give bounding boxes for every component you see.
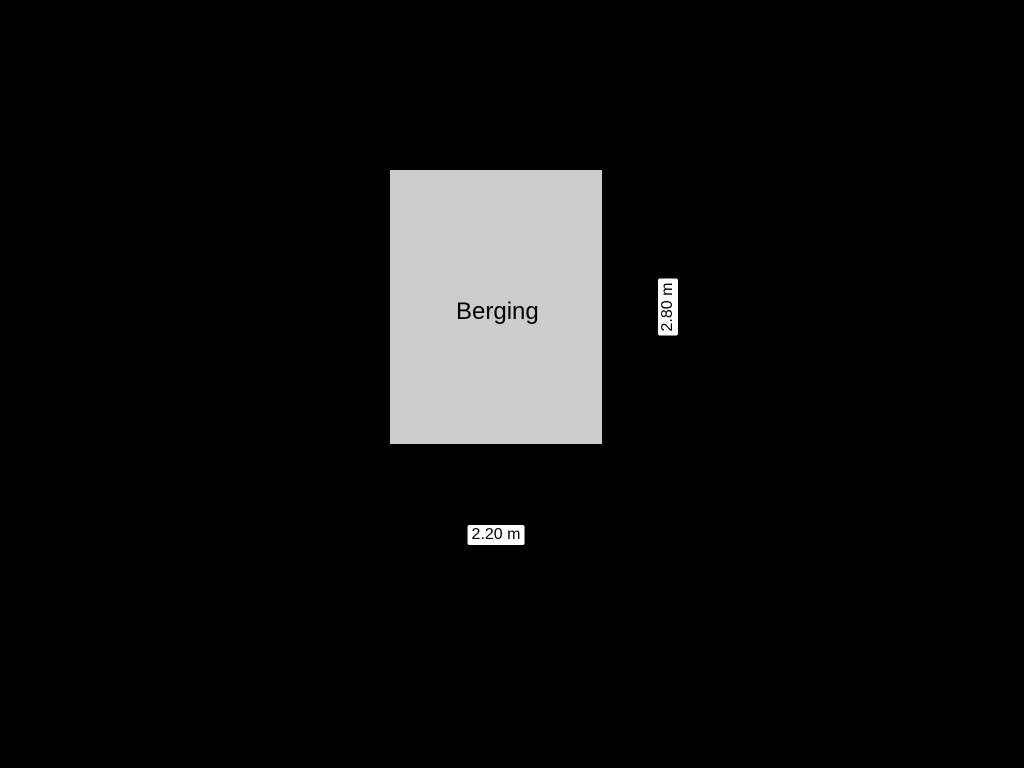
door-tick-bottom xyxy=(370,352,384,354)
door-line-outer xyxy=(378,282,380,354)
dimension-height: 2.80 m xyxy=(658,279,678,336)
room-label: Berging xyxy=(456,298,539,326)
dimension-width: 2.20 m xyxy=(468,525,525,545)
floorplan-canvas: Berging 2.80 m 2.20 m xyxy=(0,0,1024,768)
door-tick-top xyxy=(370,282,384,284)
door-line-inner xyxy=(374,282,376,354)
